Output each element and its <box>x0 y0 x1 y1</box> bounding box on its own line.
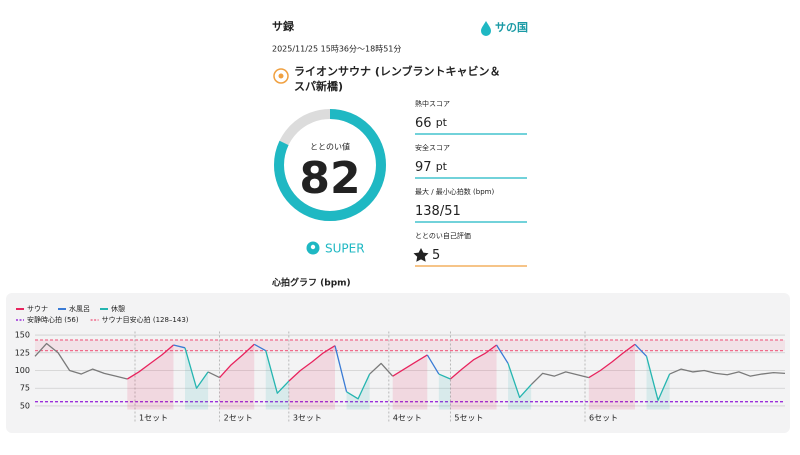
y-tick-label: 150 <box>15 331 30 340</box>
score-unit: pt <box>436 116 448 129</box>
score-label: 最大 / 最小心拍数 (bpm) <box>415 187 494 196</box>
series-line <box>173 343 648 392</box>
score-value: 5 <box>432 248 440 263</box>
series-line <box>126 343 636 382</box>
score-value: 97 pt <box>415 160 448 175</box>
gauge-value: 82 <box>299 153 360 204</box>
score-label: 熱中スコア <box>415 99 450 108</box>
star-icon <box>413 248 429 262</box>
facility-name: ライオンサウナ (レンブラントキャビン＆スパ新橋) <box>294 65 501 93</box>
score-label: ととのい自己評価 <box>415 231 471 240</box>
series-area <box>127 344 636 410</box>
chart-title: 心拍グラフ (bpm) <box>272 277 351 289</box>
chart-card <box>6 293 790 433</box>
facility-icon-dot <box>278 73 284 79</box>
legend-label: サウナ <box>27 305 48 313</box>
legend-label: サウナ目安心拍 (128–143) <box>102 315 189 324</box>
legend-label: 休憩 <box>111 304 125 313</box>
facility-icon <box>273 68 289 84</box>
y-tick-label: 125 <box>15 348 30 357</box>
gauge-label: ととのい値 <box>310 142 350 152</box>
series-line <box>34 342 786 386</box>
y-tick-label: 100 <box>15 366 30 375</box>
datetime: 2025/11/25 15時36分〜18時51分 <box>272 45 401 54</box>
set-label: 6セット <box>589 414 618 423</box>
chart: 50 75 100 125 150 1セット 2セット 3セット 4セット 5セット 6セット サウナ… <box>15 304 786 423</box>
legend-label: 水風呂 <box>69 304 90 313</box>
scores: 熱中スコア 66 pt 安全スコア 97 pt 最大 / 最小心拍数 (bpm) 138/… <box>413 99 527 267</box>
band-fill <box>35 340 785 351</box>
app-title: サ録 <box>272 19 295 33</box>
series-line <box>184 347 671 401</box>
score-number: 138/51 <box>415 204 461 219</box>
gauge-arc <box>274 109 386 221</box>
y-tick-label: 75 <box>20 384 30 393</box>
rank-icon-face <box>310 244 316 250</box>
set-label: 1セット <box>139 414 168 423</box>
score-number: 97 <box>415 160 432 175</box>
rank: SUPER <box>325 242 365 256</box>
set-label: 2セット <box>224 414 253 423</box>
set-label: 4セット <box>393 414 422 423</box>
score-number: 5 <box>432 248 440 263</box>
y-tick-label: 50 <box>20 401 30 410</box>
set-label: 5セット <box>454 414 483 423</box>
brand: サの国 <box>495 21 528 34</box>
score-label: 安全スコア <box>415 143 450 152</box>
score-unit: pt <box>436 160 448 173</box>
brand-icon <box>481 21 491 36</box>
score-value: 138/51 <box>415 204 461 219</box>
score-value: 66 pt <box>415 116 448 131</box>
set-label: 3セット <box>293 414 322 423</box>
score-number: 66 <box>415 116 432 131</box>
legend-label: 安静時心拍 (56) <box>27 315 79 324</box>
